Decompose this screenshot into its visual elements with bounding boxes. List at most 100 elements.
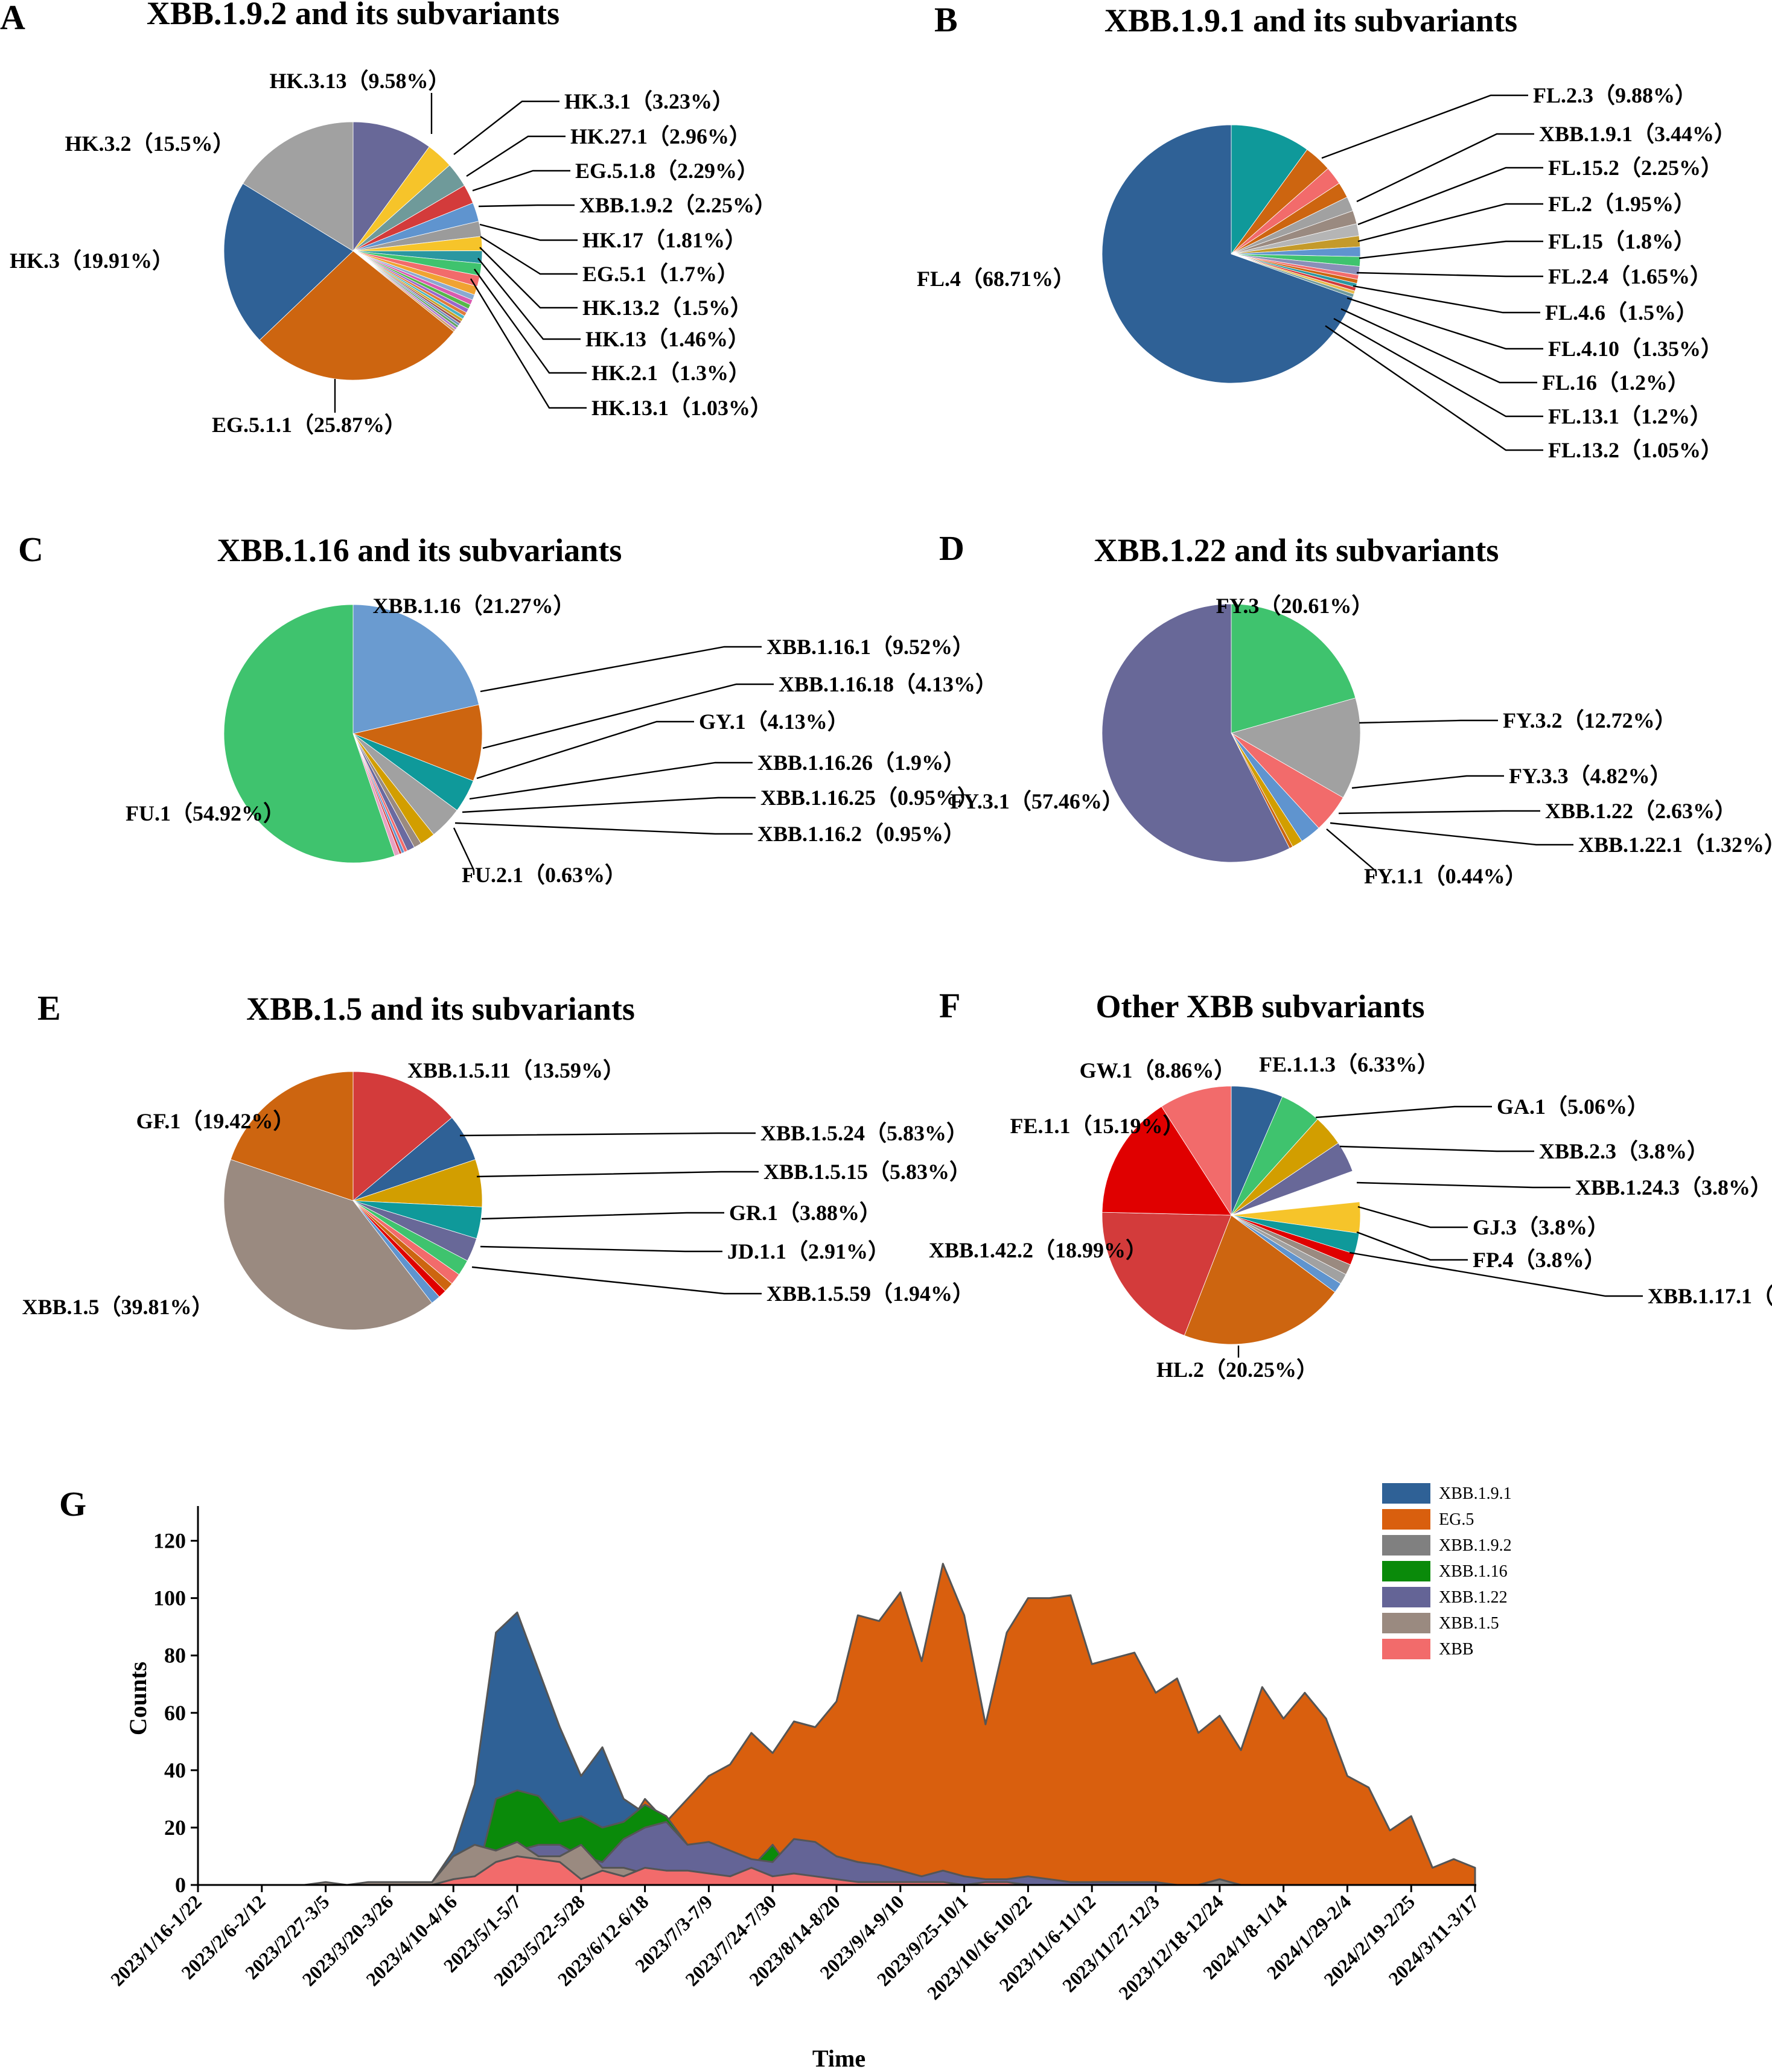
- pie-label-fy-3-1: FY.3.1（57.46%）: [950, 789, 1124, 813]
- leader-line: [481, 1212, 724, 1220]
- leader-line: [476, 720, 694, 780]
- leader-line: [1356, 1231, 1468, 1261]
- panel-title-a: XBB.1.9.2 and its subvariants: [147, 0, 559, 31]
- leader-line: [474, 269, 587, 374]
- area-series-group: [197, 1563, 1476, 1886]
- pie-label-fu-2-1: FU.2.1（0.63%）: [462, 863, 626, 887]
- panel-title-b: XBB.1.9.1 and its subvariants: [1104, 2, 1517, 39]
- leader-line: [471, 1266, 762, 1295]
- legend-swatch-xbb-1-22: [1382, 1587, 1430, 1607]
- pie-label-fy-3-2: FY.3.2（12.72%）: [1503, 708, 1677, 733]
- pie-label-hk-17: HK.17（1.81%）: [582, 228, 747, 252]
- pie-slice-fl-4: [1101, 124, 1354, 384]
- y-axis-title: Counts: [124, 1662, 151, 1735]
- leader-line: [453, 100, 559, 155]
- pie-label-fp-4: FP.4（3.8%）: [1473, 1248, 1606, 1272]
- pie-slice-xbb-1-16: [352, 604, 479, 734]
- area-chart-g: 0204060801001202023/1/16-1/222023/2/6-2/…: [106, 1483, 1512, 2072]
- leader-line: [1357, 167, 1543, 226]
- pie-label-xbb-1-42-2: XBB.1.42.2（18.99%）: [929, 1238, 1147, 1262]
- pie-chart-b: FL.2.3（9.88%） XBB.1.9.1（3.44%） FL.15.2（2.2…: [917, 83, 1736, 462]
- pie-label-fy-3: FY.3（20.61%）: [1216, 594, 1374, 618]
- leader-line: [472, 170, 570, 192]
- pie-labels: FY.3（20.61%） FY.3.2（12.72%） FY.3.3（4.82%） X…: [950, 594, 1772, 888]
- pie-label-hk-13: HK.13（1.46%）: [585, 327, 750, 351]
- pie-label-fu-1: FU.1（54.92%）: [126, 801, 285, 825]
- pie-chart-c: XBB.1.16（21.27%） XBB.1.16.1（9.52%） XBB.1.1…: [126, 594, 997, 887]
- panel-letter-c: C: [18, 530, 43, 569]
- panel-title-f: Other XBB subvariants: [1095, 988, 1424, 1025]
- panel-letter-b: B: [934, 0, 958, 39]
- pie-slice-hk-3-13: [352, 121, 430, 252]
- leader-line: [1321, 94, 1528, 159]
- leader-line: [479, 223, 578, 241]
- leader-line: [480, 235, 578, 275]
- pie-label-xbb-1-9-2: XBB.1.9.2（2.25%）: [579, 193, 776, 217]
- pie-chart-d: FY.3（20.61%） FY.3.2（12.72%） FY.3.3（4.82%） X…: [950, 594, 1772, 888]
- pie-slices: [1101, 603, 1361, 863]
- leader-line: [1359, 719, 1498, 724]
- panel-letter-g: G: [59, 1484, 86, 1524]
- pie-label-jd-1-1: JD.1.1（2.91%）: [727, 1239, 890, 1263]
- pie-label-xbb-1-5-59: XBB.1.5.59（1.94%）: [766, 1282, 974, 1306]
- pie-label-fy-1-1: FY.1.1（0.44%）: [1364, 864, 1527, 888]
- leader-line: [453, 827, 475, 875]
- pie-slices: [223, 1071, 483, 1330]
- pie-slices: [1101, 1085, 1361, 1345]
- panel-title-e: XBB.1.5 and its subvariants: [246, 991, 635, 1027]
- pie-label-hk-3-2: HK.3.2（15.5%）: [65, 132, 234, 156]
- pie-label-xbb-1-16-1: XBB.1.16.1（9.52%）: [766, 635, 974, 659]
- leader-line: [470, 278, 587, 409]
- pie-label-fl-4: FL.4（68.71%）: [917, 267, 1075, 291]
- pie-slice-xbb-1-42-2: [1101, 1212, 1232, 1336]
- panel-title-d: XBB.1.22 and its subvariants: [1094, 532, 1499, 568]
- leader-line: [1339, 1145, 1534, 1152]
- panel-letter-d: D: [939, 529, 964, 568]
- leader-line: [1338, 810, 1540, 815]
- pie-label-hl-2: HL.2（20.25%）: [1156, 1358, 1318, 1382]
- leader-line: [1347, 297, 1543, 350]
- y-tick-label: 100: [153, 1586, 186, 1610]
- leader-line: [1359, 240, 1543, 259]
- pie-slice-fy-3: [1231, 603, 1356, 734]
- pie-slices: [1101, 124, 1361, 384]
- pie-slice-gf-1: [230, 1071, 354, 1201]
- x-axis-title: Time: [812, 2045, 865, 2072]
- pie-label-xbb-1-22: XBB.1.22（2.63%）: [1545, 799, 1736, 823]
- pie-label-gy-1: GY.1（4.13%）: [699, 710, 849, 734]
- legend-label-xbb-1-16: XBB.1.16: [1439, 1562, 1508, 1581]
- leader-line: [462, 796, 756, 813]
- pie-slice-xbb-1-16-1: [352, 704, 483, 781]
- panel-letter-e: E: [37, 988, 61, 1028]
- pie-label-eg-5-1: EG.5.1（1.7%）: [582, 262, 739, 286]
- pie-label-hk-13-1: HK.13.1（1.03%）: [591, 396, 772, 420]
- leader-line: [1325, 325, 1543, 451]
- leader-line: [1356, 1181, 1570, 1189]
- pie-label-xbb-1-24-3: XBB.1.24.3（3.8%）: [1575, 1175, 1772, 1200]
- panel-letter-a: A: [0, 0, 25, 37]
- leader-line: [477, 258, 581, 340]
- leader-line: [466, 135, 566, 177]
- pie-chart-f: FE.1.1.3（6.33%） GA.1（5.06%） XBB.2.3（3.8%） X…: [929, 1052, 1772, 1382]
- legend-swatch-xbb-1-9-1: [1382, 1483, 1430, 1504]
- pie-chart-a: HK.3.13（9.58%） HK.3.1（3.23%） HK.27.1（2.96%…: [10, 69, 776, 437]
- panel-letter-f: F: [939, 986, 960, 1025]
- pie-labels: XBB.1.5.11（13.59%） XBB.1.5.24（5.83%） XBB.1…: [22, 1058, 974, 1319]
- pie-label-fl-13-2: FL.13.2（1.05%）: [1548, 438, 1723, 462]
- pie-slices: [223, 121, 483, 381]
- legend-label-xbb-1-9-2: XBB.1.9.2: [1439, 1536, 1512, 1555]
- pie-slice-fy-3-1: [1101, 603, 1290, 863]
- pie-label-xbb-1-5-11: XBB.1.5.11（13.59%）: [407, 1058, 625, 1082]
- leader-line: [1357, 203, 1543, 243]
- pie-label-xbb-1-16-18: XBB.1.16.18（4.13%）: [779, 672, 997, 696]
- leader-line: [480, 646, 762, 693]
- pie-label-eg-5-1-1: EG.5.1.1（25.87%）: [212, 413, 406, 437]
- pie-slice-fe-1-1: [1101, 1106, 1232, 1216]
- pie-label-fl-4-6: FL.4.6（1.5%）: [1545, 300, 1698, 325]
- pie-label-eg-5-1-8: EG.5.1.8（2.29%）: [575, 159, 759, 183]
- leader-line: [482, 683, 774, 749]
- legend-label-eg-5: EG.5: [1439, 1510, 1474, 1529]
- pie-label-fl-2-3: FL.2.3（9.88%）: [1533, 83, 1697, 107]
- pie-slice-fy-3-2: [1230, 698, 1361, 798]
- leader-line: [1356, 272, 1543, 278]
